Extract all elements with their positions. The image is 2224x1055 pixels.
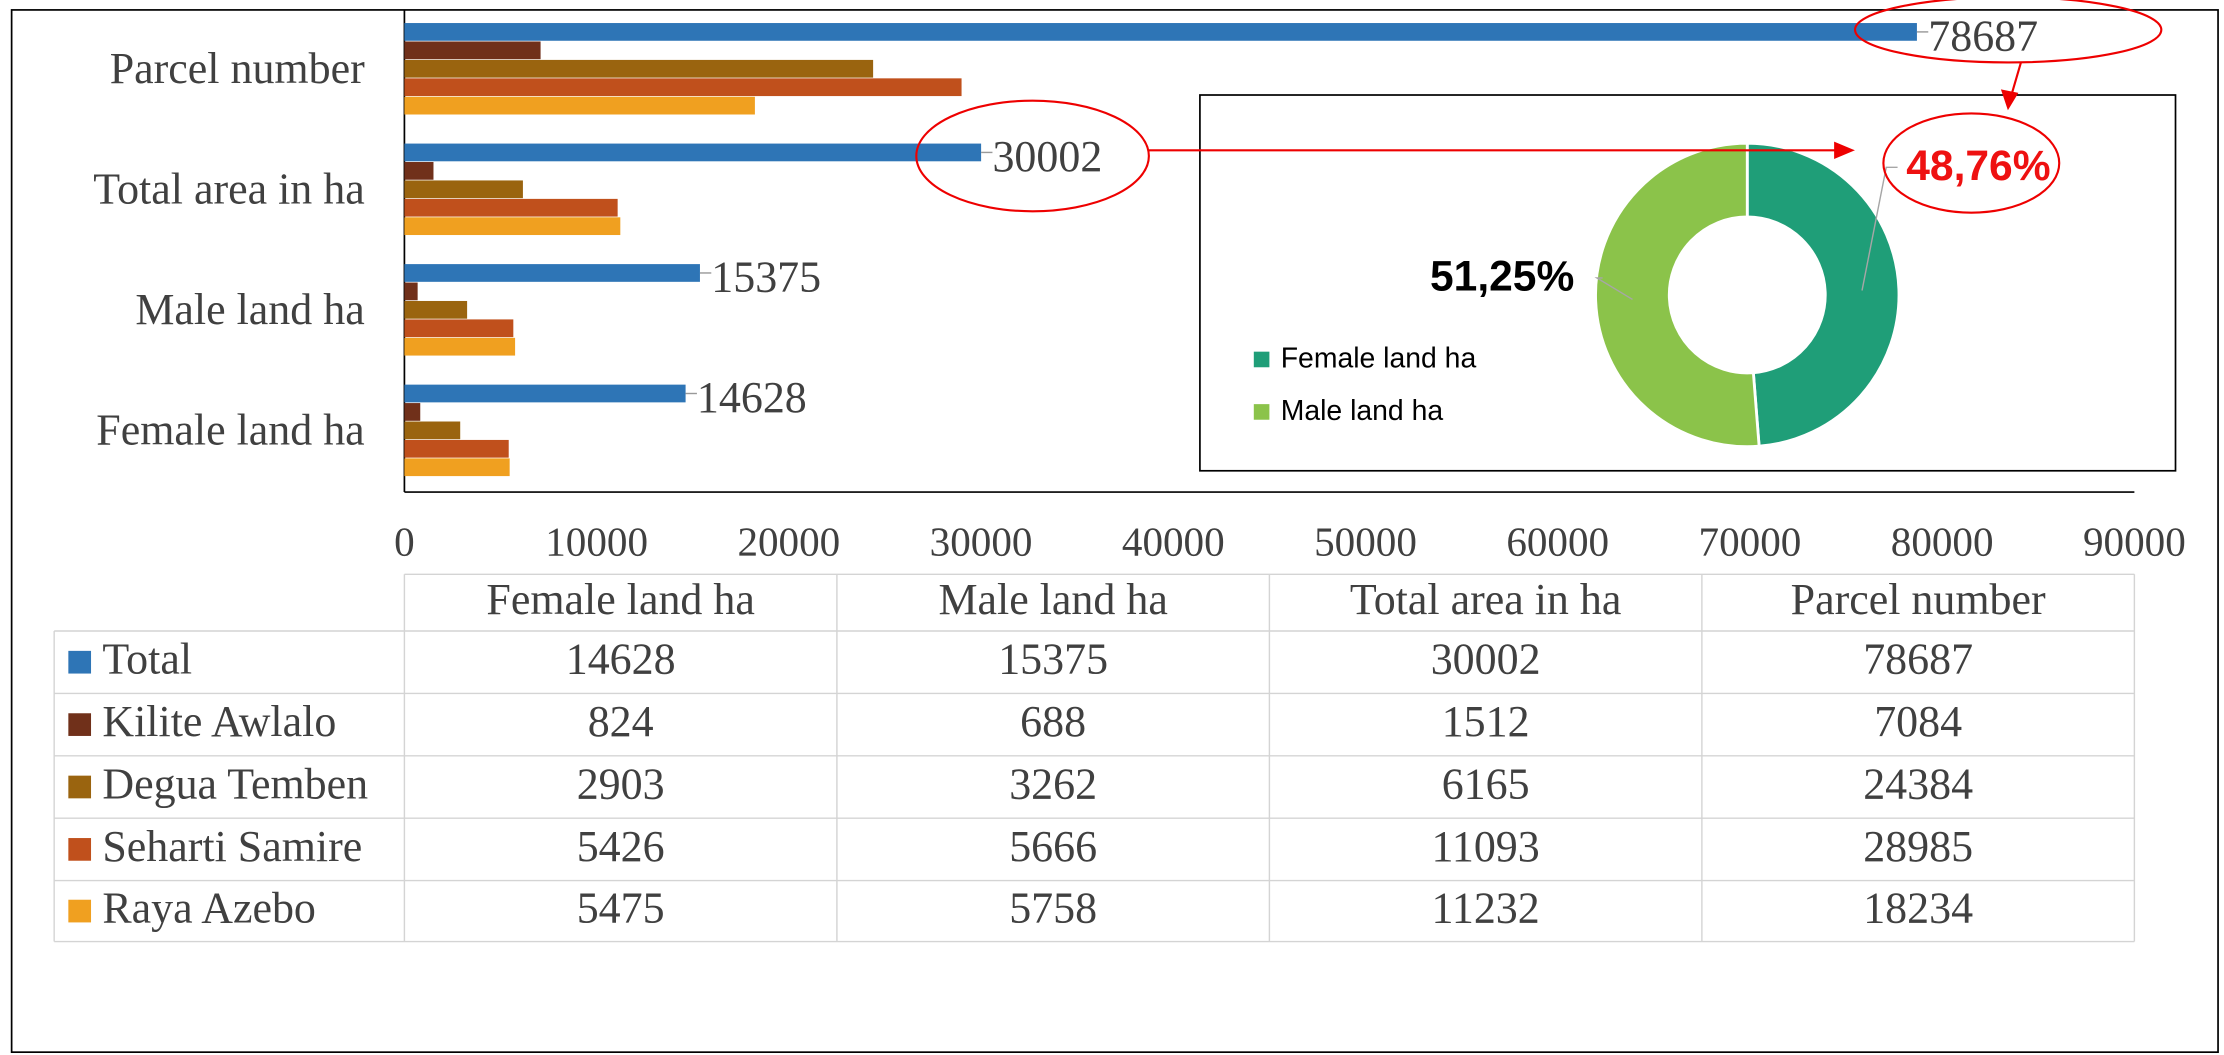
bar <box>404 300 468 319</box>
table-cell: 6165 <box>1442 760 1530 809</box>
table-cell: 11093 <box>1432 822 1540 871</box>
x-tick-label: 60000 <box>1506 518 1609 564</box>
bar <box>404 23 1917 41</box>
legend-label: Male land ha <box>1281 395 1444 427</box>
legend-swatch <box>68 775 92 799</box>
table-row-label: Seharti Samire <box>102 822 362 871</box>
table-header: Female land ha <box>486 575 754 624</box>
bar <box>404 59 874 78</box>
bar <box>404 96 755 115</box>
highlight-ellipse <box>1854 0 2163 64</box>
table-cell: 2903 <box>577 760 665 809</box>
legend-swatch <box>68 838 92 861</box>
annotations <box>915 0 2163 214</box>
bar <box>404 264 700 282</box>
legend-swatch <box>68 650 92 674</box>
table-cell: 28985 <box>1863 822 1973 871</box>
figure-border <box>10 9 2219 1054</box>
y-tick-label: Female land ha <box>96 406 364 455</box>
bar <box>404 198 618 217</box>
x-tick-label: 90000 <box>2083 518 2186 564</box>
table-cell: 18234 <box>1863 884 1973 933</box>
table-cell: 30002 <box>1431 635 1541 684</box>
arrow-line <box>2009 62 2022 97</box>
data-label: 30002 <box>992 132 1102 181</box>
table-cell: 5666 <box>1009 822 1097 871</box>
bar <box>404 217 621 236</box>
bar <box>404 439 509 458</box>
x-tick-label: 0 <box>394 518 415 564</box>
y-tick-label: Male land ha <box>135 285 364 334</box>
bar <box>404 403 421 421</box>
x-tick-label: 40000 <box>1122 518 1225 564</box>
table-row-label: Degua Temben <box>102 760 368 809</box>
table-header: Male land ha <box>938 575 1167 624</box>
bar <box>404 384 686 403</box>
table-cell: 688 <box>1020 697 1086 746</box>
highlight-ellipse <box>915 99 1150 213</box>
legend-label: Female land ha <box>1281 343 1477 375</box>
x-tick-label: 80000 <box>1891 518 1994 564</box>
data-label: 78687 <box>1928 12 2038 61</box>
arrow-head <box>1834 141 1855 159</box>
bar <box>404 458 510 477</box>
table-cell: 7084 <box>1874 697 1962 746</box>
bar <box>404 41 541 60</box>
x-tick-label: 50000 <box>1314 518 1417 564</box>
table-cell: 5475 <box>577 884 665 933</box>
table-cell: 5758 <box>1009 884 1097 933</box>
table-row-label: Kilite Awlalo <box>102 697 336 746</box>
pie-label: 51,25% <box>1430 253 1574 301</box>
table-cell: 824 <box>588 697 654 746</box>
y-tick-label: Parcel number <box>110 44 365 93</box>
bar <box>404 337 516 356</box>
arrow-head <box>2000 89 2019 111</box>
bar <box>404 282 418 301</box>
legend-swatch <box>1253 351 1270 368</box>
bar <box>404 421 461 440</box>
bar <box>404 162 434 180</box>
table-cell: 1512 <box>1442 697 1530 746</box>
highlight-ellipse <box>1882 112 2061 214</box>
x-tick-label: 70000 <box>1699 518 1802 564</box>
data-label: 15375 <box>711 253 821 302</box>
table-header: Total area in ha <box>1350 575 1621 624</box>
y-tick-label: Total area in ha <box>93 165 364 214</box>
table-cell: 78687 <box>1863 635 1973 684</box>
table-cell: 15375 <box>998 635 1108 684</box>
bar <box>404 319 514 338</box>
bar <box>404 180 523 199</box>
bar <box>404 143 982 162</box>
legend-swatch <box>1253 404 1270 420</box>
x-tick-label: 20000 <box>737 518 840 564</box>
table-cell: 11232 <box>1432 884 1540 933</box>
label-leader <box>1594 277 1633 301</box>
legend-swatch <box>68 713 92 736</box>
table-cell: 14628 <box>566 635 676 684</box>
x-tick-label: 30000 <box>930 518 1033 564</box>
legend-swatch <box>68 899 92 923</box>
table-header: Parcel number <box>1791 575 2046 624</box>
table-row-label: Raya Azebo <box>102 884 316 933</box>
table-cell: 24384 <box>1863 760 1973 809</box>
table-row-label: Total <box>102 635 192 684</box>
pie-label: 48,76% <box>1906 142 2050 190</box>
table-cell: 3262 <box>1009 760 1097 809</box>
table-cell: 5426 <box>577 822 665 871</box>
data-label: 14628 <box>697 373 807 422</box>
donut-slice <box>1745 141 1901 448</box>
bar <box>404 78 962 97</box>
label-leader <box>1861 166 1898 291</box>
x-tick-label: 10000 <box>545 518 648 564</box>
